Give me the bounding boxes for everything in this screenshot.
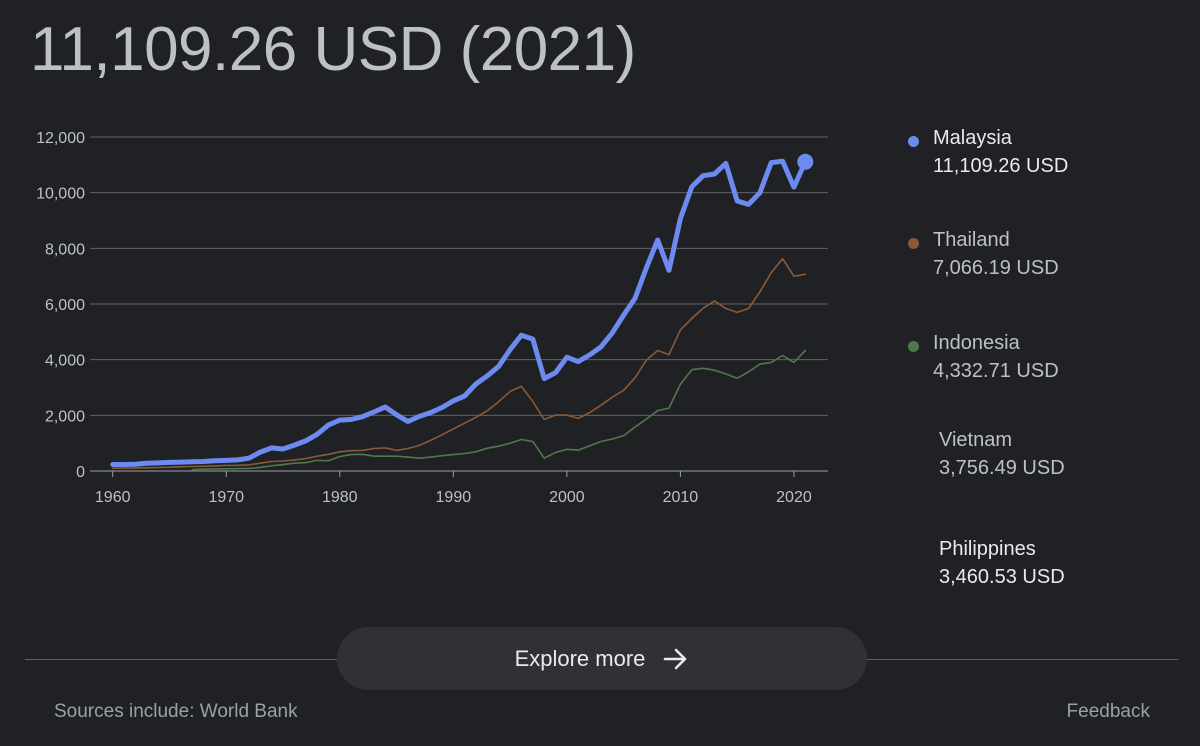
y-tick-label: 4,000 [45, 353, 85, 370]
y-tick-label: 2,000 [45, 408, 85, 425]
y-tick-label: 6,000 [45, 297, 85, 314]
y-tick-label: 8,000 [45, 241, 85, 258]
series-line-indonesia[interactable] [191, 349, 807, 471]
y-tick-label: 0 [76, 464, 85, 481]
legend-value: 7,066.19 USD [933, 257, 1059, 279]
feedback-link[interactable]: Feedback [1066, 701, 1150, 722]
legend-name: Thailand [933, 229, 1010, 251]
legend-name: Vietnam [939, 429, 1013, 451]
chart-series [110, 153, 814, 471]
headline-value: 11,109.26 USD (2021) [30, 15, 636, 84]
series-endpoint-malaysia[interactable] [797, 153, 814, 170]
y-tick-label: 12,000 [36, 130, 85, 147]
legend-name: Indonesia [933, 332, 1020, 354]
x-tick-label: 2020 [776, 489, 812, 506]
y-axis: 0 2,000 4,000 6,000 8,000 10,000 12,000 [36, 130, 85, 481]
legend-name: Philippines [939, 538, 1036, 560]
arrow-right-icon [663, 648, 689, 670]
legend-name: Malaysia [933, 127, 1012, 149]
explore-more-label: Explore more [514, 645, 646, 671]
series-line-thailand[interactable] [111, 257, 807, 470]
legend-value: 3,460.53 USD [939, 566, 1065, 588]
indonesia-dot-icon [908, 341, 919, 352]
explore-more-button[interactable]: Explore more [337, 627, 867, 690]
y-tick-label: 10,000 [36, 186, 85, 203]
x-tick-label: 2010 [663, 489, 699, 506]
x-axis: 1960 1970 1980 1990 2000 2010 2020 [95, 471, 812, 506]
legend-value: 11,109.26 USD [933, 155, 1069, 177]
chart-grid [90, 136, 828, 472]
x-tick-label: 1970 [208, 489, 244, 506]
thailand-dot-icon [908, 238, 919, 249]
divider-left [25, 659, 340, 660]
malaysia-dot-icon [908, 136, 919, 147]
x-tick-label: 1990 [436, 489, 472, 506]
x-tick-label: 1960 [95, 489, 131, 506]
x-tick-label: 2000 [549, 489, 585, 506]
divider-right [864, 659, 1178, 660]
legend-value: 3,756.49 USD [939, 457, 1065, 479]
series-line-malaysia[interactable] [110, 158, 808, 467]
legend-value: 4,332.71 USD [933, 360, 1059, 382]
sources-text: Sources include: World Bank [54, 701, 298, 722]
x-tick-label: 1980 [322, 489, 358, 506]
